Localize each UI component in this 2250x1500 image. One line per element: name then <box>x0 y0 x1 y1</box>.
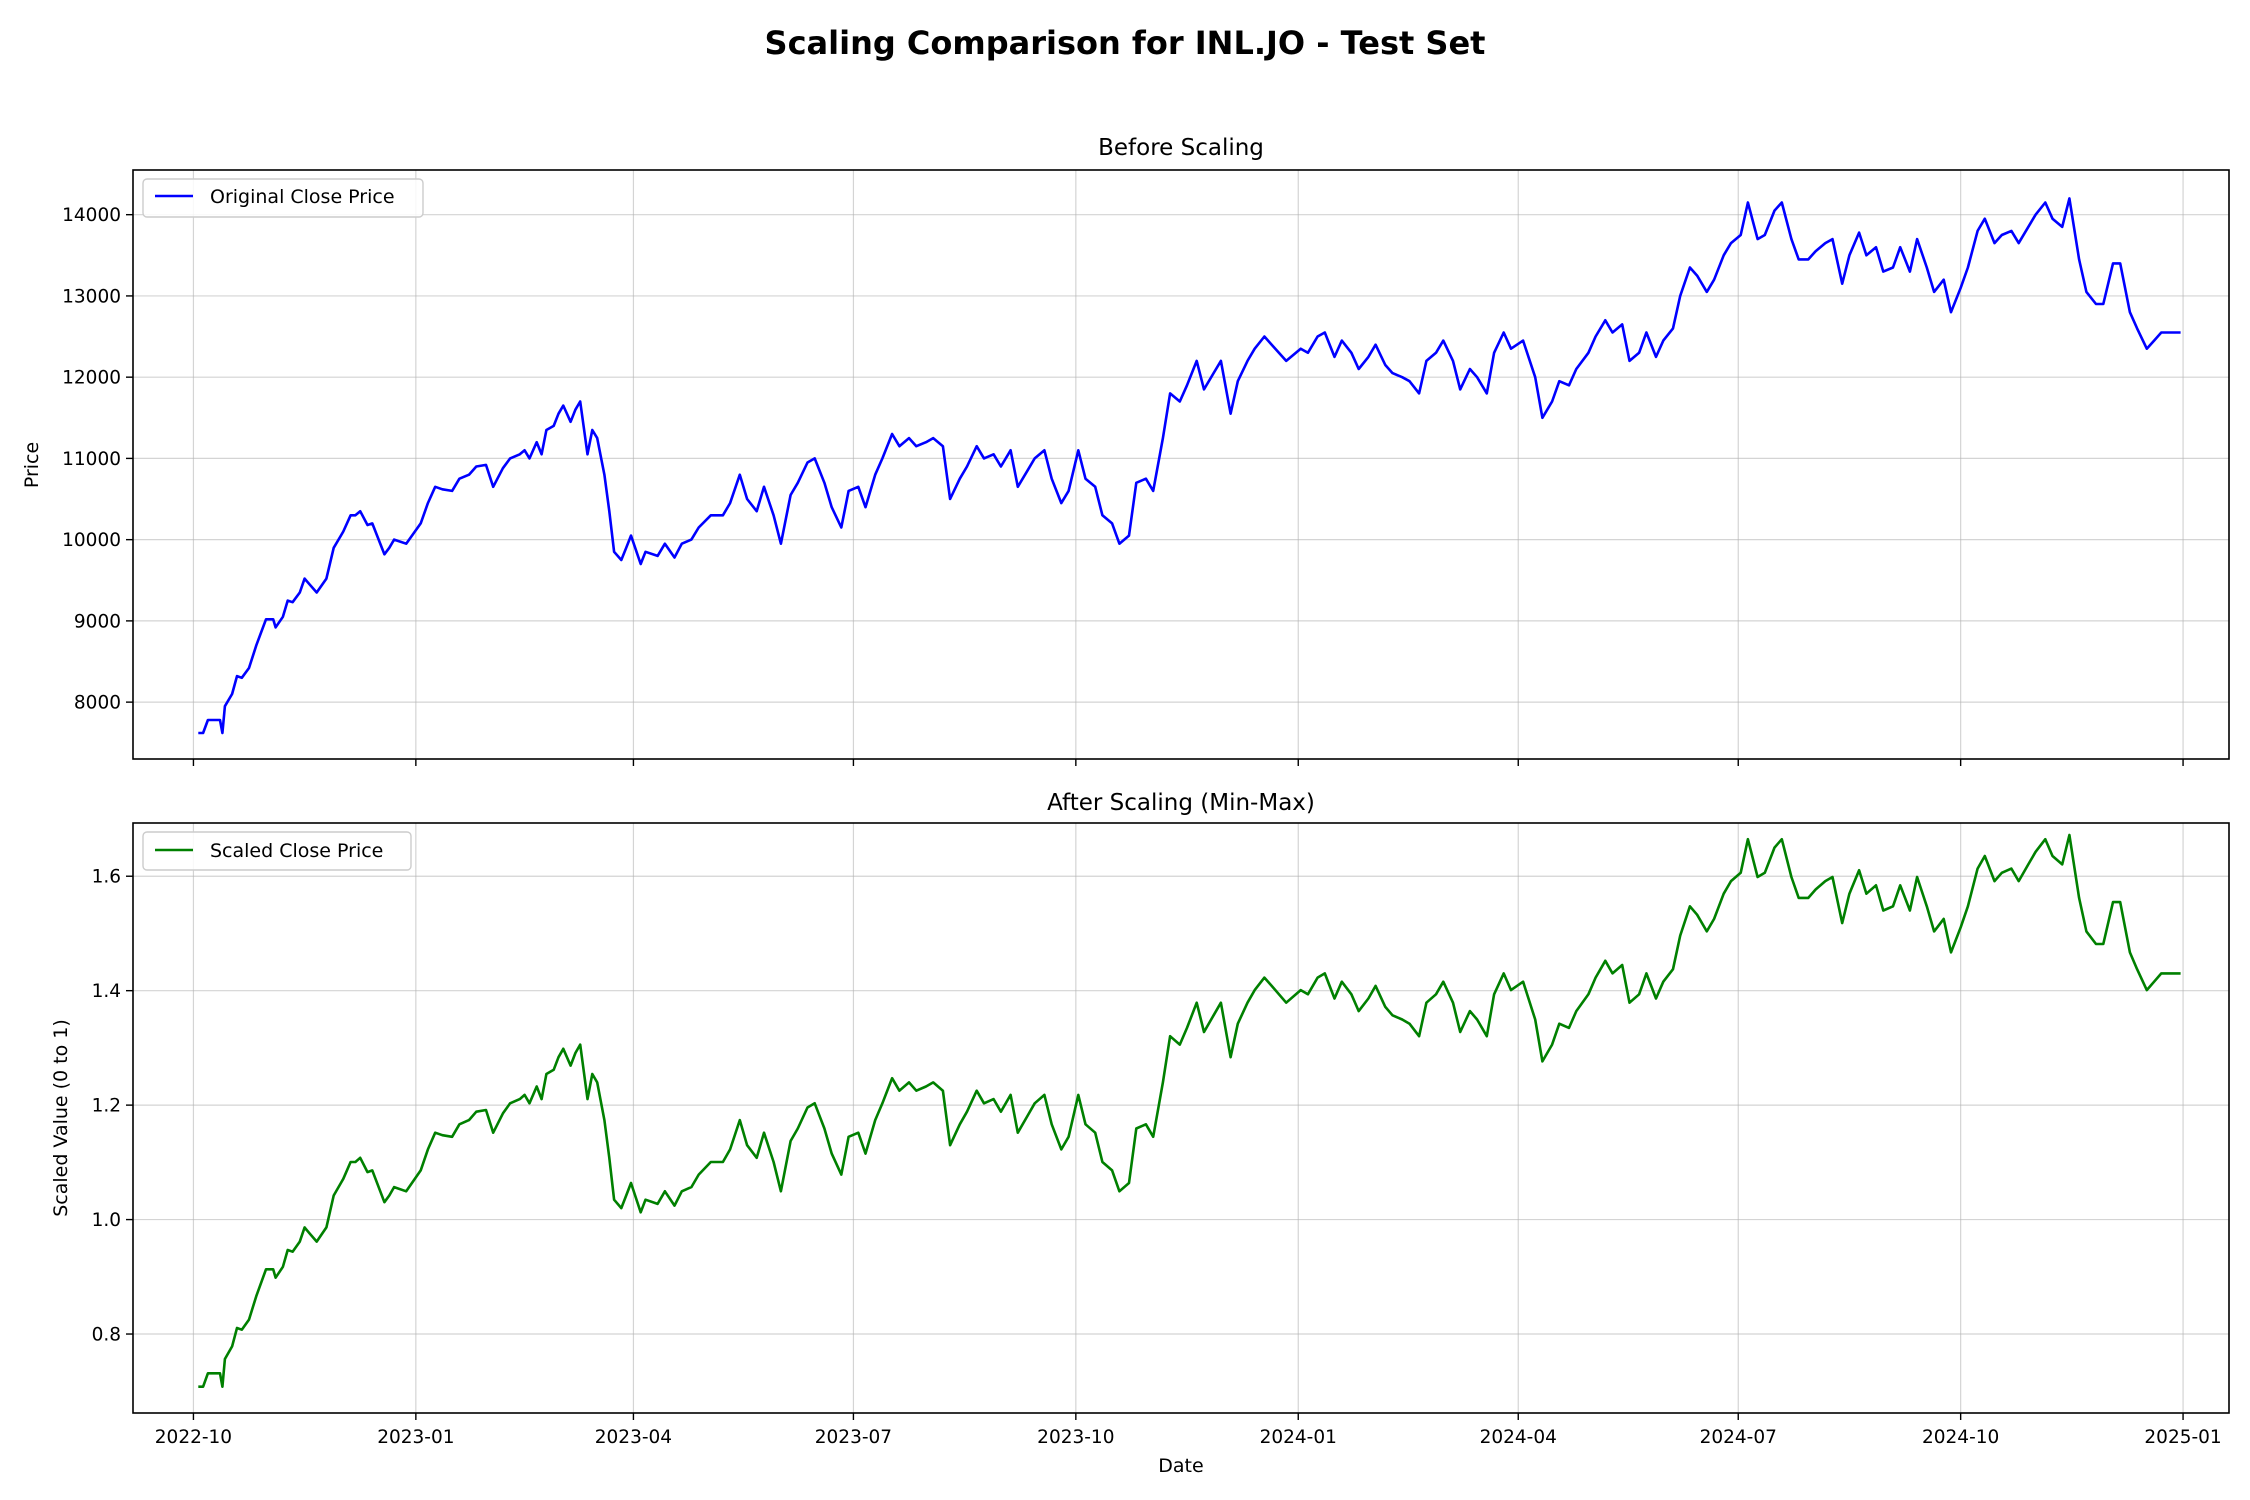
after-scaling-title: After Scaling (Min-Max) <box>1047 790 1315 816</box>
before-scaling-legend: Original Close Price <box>142 178 424 218</box>
x-tick-label: 2023-01 <box>377 1427 454 1448</box>
before-scaling-y-ticks: 8000 9000 10000 11000 12000 13000 14000 <box>62 205 133 714</box>
legend-box <box>142 831 412 871</box>
before-scaling-title: Before Scaling <box>1098 135 1264 161</box>
y-tick-label: 1.2 <box>92 1096 121 1117</box>
after-scaling-frame <box>132 822 2230 1414</box>
x-tick-label: 2024-01 <box>1260 1427 1337 1448</box>
legend-label: Scaled Close Price <box>210 840 383 862</box>
y-tick-label: 12000 <box>62 368 121 389</box>
x-tick-label: 2023-10 <box>1037 1427 1114 1448</box>
legend-box <box>142 178 424 218</box>
y-tick-label: 10000 <box>62 530 121 551</box>
after-scaling-y-ticks: 0.8 1.0 1.2 1.4 1.6 <box>92 867 133 1346</box>
y-tick-label: 0.8 <box>92 1325 121 1346</box>
after-scaling-panel: After Scaling (Min-Max) 0.81.01.21.41.6 … <box>50 790 2230 1477</box>
y-tick-label: 13000 <box>62 286 121 307</box>
before-scaling-panel: Before Scaling 8000 9000 10000 11000 12000 13… <box>21 135 2230 766</box>
y-tick-label: 11000 <box>62 449 121 470</box>
original-close-price-line <box>198 197 2181 735</box>
before-scaling-y-label: Price <box>21 442 43 488</box>
after-scaling-x-label: Date <box>1158 1455 1203 1477</box>
after-scaling-legend: Scaled Close Price <box>142 831 412 871</box>
scaled-close-price-line <box>198 833 2181 1388</box>
x-tick-label: 2023-04 <box>595 1427 672 1448</box>
y-tick-label: 9000 <box>74 611 121 632</box>
after-scaling-grid <box>133 823 2229 1413</box>
x-tick-label: 2024-04 <box>1480 1427 1557 1448</box>
y-tick-label: 1.6 <box>92 867 121 888</box>
x-tick-label: 2024-10 <box>1922 1427 1999 1448</box>
y-tick-label: 1.4 <box>92 981 121 1002</box>
before-scaling-frame <box>132 169 2230 760</box>
y-tick-label: 1.0 <box>92 1210 121 1231</box>
x-tick-label: 2024-07 <box>1700 1427 1777 1448</box>
x-tick-label: 2022-10 <box>155 1427 232 1448</box>
legend-label: Original Close Price <box>210 186 395 208</box>
figure-title: Scaling Comparison for INL.JO - Test Set <box>765 24 1486 62</box>
after-scaling-y-label: Scaled Value (0 to 1) <box>50 1019 72 1217</box>
y-tick-label: 8000 <box>74 693 121 714</box>
x-tick-label: 2025-01 <box>2144 1427 2221 1448</box>
after-scaling-x-ticks: 2022-10 2023-01 2023-04 2023-07 2023-10 2024-… <box>155 1413 2222 1448</box>
before-scaling-series <box>198 197 2181 735</box>
before-scaling-grid <box>133 170 2229 759</box>
y-tick-label: 14000 <box>62 205 121 226</box>
before-scaling-x-ticks <box>192 759 2184 766</box>
x-tick-label: 2023-07 <box>815 1427 892 1448</box>
after-scaling-series <box>198 833 2181 1388</box>
